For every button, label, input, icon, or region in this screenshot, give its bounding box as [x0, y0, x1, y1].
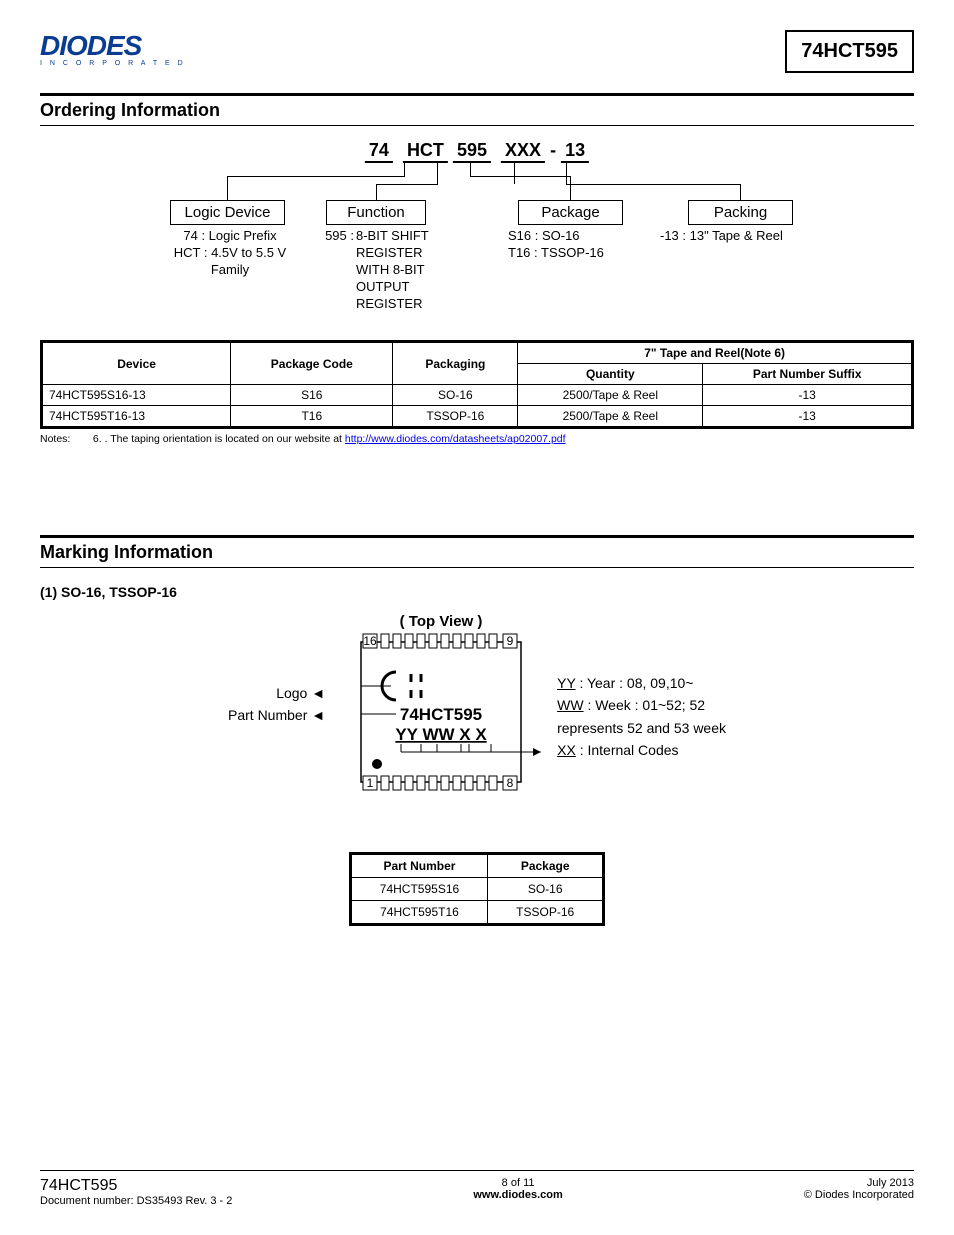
seg-desc-packing: -13 : 13" Tape & Reel — [660, 228, 830, 245]
chip-icon: ( Top View ) 16 9 1 8 74HCT595 YY WW X X — [341, 612, 541, 812]
th-device: Device — [42, 342, 231, 385]
th-tape: 7" Tape and Reel(Note 6) — [518, 342, 913, 364]
table-row: 74HCT595T16 TSSOP-16 — [350, 901, 603, 925]
svg-text:8: 8 — [507, 776, 514, 790]
th-qty: Quantity — [518, 364, 703, 385]
th-code: Package Code — [231, 342, 393, 385]
seg-desc-function: 8-BIT SHIFT REGISTER WITH 8-BIT OUTPUT R… — [356, 228, 446, 312]
footer-left: 74HCT595 Document number: DS35493 Rev. 3… — [40, 1177, 232, 1207]
seg-box-logic: Logic Device — [170, 200, 285, 225]
label-pn: Part Number ◄ — [228, 704, 325, 726]
notes-link[interactable]: http://www.diodes.com/datasheets/ap02007… — [345, 433, 566, 445]
part-number-box: 74HCT595 — [785, 30, 914, 73]
marking-sub: (1) SO-16, TSSOP-16 — [40, 584, 914, 600]
seg-func-prefix: 595 : — [316, 228, 354, 245]
label-logo: Logo ◄ — [228, 682, 325, 704]
chip-side-labels: Logo ◄ Part Number ◄ — [228, 612, 325, 727]
notes-text: 6. . The taping orientation is located o… — [93, 433, 345, 445]
notes-label: Notes: — [40, 433, 90, 445]
ordering-table: Device Package Code Packaging 7" Tape an… — [40, 340, 914, 429]
seg-desc-package: S16 : SO-16 T16 : TSSOP-16 — [508, 228, 648, 262]
legend-xx: XX : Internal Codes — [557, 739, 726, 761]
th-packaging: Packaging — [393, 342, 518, 385]
svg-text:16: 16 — [363, 634, 377, 648]
pn-seg: HCT — [403, 140, 448, 163]
section-ordering-title: Ordering Information — [40, 93, 914, 126]
seg-desc-logic: 74 : Logic Prefix HCT : 4.5V to 5.5 V Fa… — [155, 228, 305, 279]
pn-seg: 74 — [365, 140, 393, 163]
page-footer: 74HCT595 Document number: DS35493 Rev. 3… — [40, 1170, 914, 1207]
svg-text:74HCT595: 74HCT595 — [400, 705, 482, 724]
pn-seg: 13 — [561, 140, 589, 163]
table-row: 74HCT595T16-13 T16 TSSOP-16 2500/Tape & … — [42, 406, 913, 428]
table-row: 74HCT595S16-13 S16 SO-16 2500/Tape & Ree… — [42, 385, 913, 406]
marking-diagram: Logo ◄ Part Number ◄ ( Top View ) 16 9 1… — [40, 612, 914, 812]
pn-string: 74 HCT 595 XXX - 13 — [365, 140, 589, 163]
notes: Notes: 6. . The taping orientation is lo… — [40, 433, 914, 445]
footer-right: July 2013 © Diodes Incorporated — [804, 1177, 914, 1207]
th-suffix: Part Number Suffix — [703, 364, 913, 385]
code-legend: YY : Year : 08, 09,10~ WW : Week : 01~52… — [557, 612, 726, 762]
pn-seg: XXX — [501, 140, 545, 163]
th-pkg: Package — [488, 854, 604, 878]
marking-table: Part Number Package 74HCT595S16 SO-16 74… — [349, 852, 605, 926]
legend-ww: WW : Week : 01~52; 52 — [557, 694, 726, 716]
legend-yy: YY : Year : 08, 09,10~ — [557, 672, 726, 694]
pn-dash: - — [550, 140, 556, 160]
svg-text:YY WW X X: YY WW X X — [395, 725, 487, 744]
seg-box-packing: Packing — [688, 200, 793, 225]
svg-text:9: 9 — [507, 634, 514, 648]
seg-box-package: Package — [518, 200, 623, 225]
th-pn: Part Number — [350, 854, 487, 878]
seg-box-function: Function — [326, 200, 426, 225]
page-header: DIODES I N C O R P O R A T E D 74HCT595 — [40, 30, 914, 73]
svg-text:( Top View ): ( Top View ) — [400, 613, 483, 630]
ordering-diagram: 74 HCT 595 XXX - 13 Logic Device Functio… — [100, 140, 854, 330]
table-row: 74HCT595S16 SO-16 — [350, 878, 603, 901]
logo-subtext: I N C O R P O R A T E D — [40, 60, 195, 67]
section-marking-title: Marking Information — [40, 535, 914, 568]
logo: DIODES I N C O R P O R A T E D — [40, 30, 195, 67]
footer-mid: 8 of 11 www.diodes.com — [473, 1177, 562, 1207]
pn-seg: 595 — [453, 140, 491, 163]
svg-text:1: 1 — [367, 776, 374, 790]
logo-text: DIODES — [40, 30, 195, 62]
legend-ww2: represents 52 and 53 week — [557, 717, 726, 739]
